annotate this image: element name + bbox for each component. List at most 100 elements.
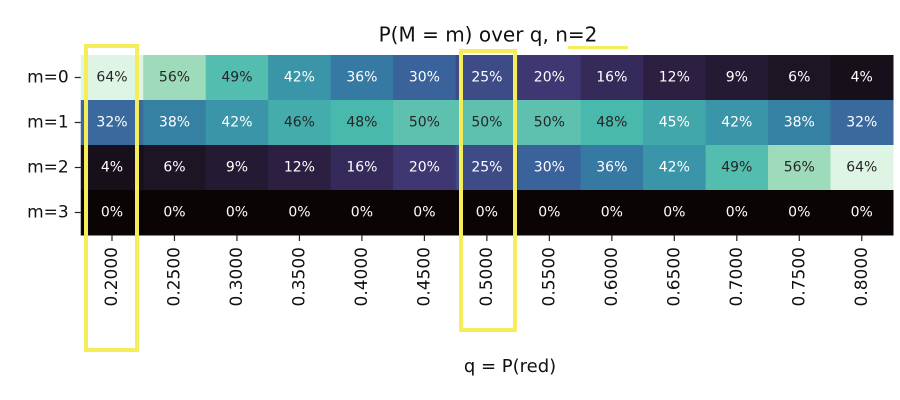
cell-label: 42% xyxy=(659,160,690,176)
heatmap-cell xyxy=(143,190,207,236)
cell-label: 49% xyxy=(221,70,252,86)
cell-label: 0% xyxy=(163,205,185,221)
x-tick-label: 0.4500 xyxy=(414,247,434,306)
heatmap-cell xyxy=(80,145,144,191)
cell-label: 56% xyxy=(784,160,815,176)
x-tick-label: 0.3500 xyxy=(289,247,309,306)
heatmap-cell xyxy=(830,55,894,101)
x-tick-label: 0.6000 xyxy=(602,247,622,306)
y-tick-label: m=2 xyxy=(27,158,69,178)
cell-label: 12% xyxy=(284,160,315,176)
cell-label: 0% xyxy=(851,205,873,221)
x-tick-label: 0.2000 xyxy=(102,247,122,306)
cell-label: 30% xyxy=(409,70,440,86)
cell-label: 25% xyxy=(471,70,502,86)
heatmap-cell xyxy=(705,190,769,236)
heatmap-cell xyxy=(768,55,832,101)
x-tick-label: 0.8000 xyxy=(852,247,872,306)
cell-label: 42% xyxy=(721,115,752,131)
heatmap xyxy=(80,55,894,236)
cell-label: 20% xyxy=(534,70,565,86)
heatmap-cell xyxy=(830,145,894,191)
cell-label: 36% xyxy=(346,70,377,86)
cell-label: 0% xyxy=(601,205,623,221)
x-tick-label: 0.2500 xyxy=(164,247,184,306)
heatmap-cell xyxy=(268,55,332,101)
cell-label: 20% xyxy=(409,160,440,176)
heatmap-cell xyxy=(518,145,582,191)
cell-label: 4% xyxy=(851,70,873,86)
cell-label: 32% xyxy=(846,115,877,131)
heatmap-cell xyxy=(643,190,707,236)
heatmap-cell xyxy=(330,145,394,191)
cell-label: 48% xyxy=(346,115,377,131)
x-tick-label: 0.6500 xyxy=(664,247,684,306)
heatmap-cell xyxy=(580,190,644,236)
heatmap-cell xyxy=(455,190,519,236)
heatmap-cell xyxy=(643,145,707,191)
highlight-box xyxy=(84,44,139,352)
cell-label: 16% xyxy=(596,70,627,86)
cell-label: 0% xyxy=(226,205,248,221)
title-underline xyxy=(568,46,628,49)
heatmap-cell xyxy=(330,55,394,101)
y-tick-label: m=0 xyxy=(27,68,69,88)
heatmap-cell xyxy=(705,100,769,146)
cell-label: 0% xyxy=(538,205,560,221)
cell-label: 46% xyxy=(284,115,315,131)
x-tick-label: 0.7500 xyxy=(789,247,809,306)
heatmap-cell xyxy=(455,55,519,101)
cell-label: 32% xyxy=(96,115,127,131)
cell-label: 42% xyxy=(221,115,252,131)
cell-label: 12% xyxy=(659,70,690,86)
cell-label: 64% xyxy=(96,70,127,86)
x-tick-label: 0.7000 xyxy=(727,247,747,306)
x-tick-label: 0.5500 xyxy=(539,247,559,306)
heatmap-cell xyxy=(330,100,394,146)
cell-label: 16% xyxy=(346,160,377,176)
heatmap-cell xyxy=(330,190,394,236)
cell-label: 64% xyxy=(846,160,877,176)
heatmap-cell xyxy=(580,100,644,146)
heatmap-cell xyxy=(393,55,457,101)
y-tick-label: m=3 xyxy=(27,203,69,223)
heatmap-cell xyxy=(643,55,707,101)
cell-label: 50% xyxy=(471,115,502,131)
heatmap-cell xyxy=(205,145,269,191)
heatmap-cell xyxy=(268,190,332,236)
cell-label: 36% xyxy=(596,160,627,176)
chart-title: P(M = m) over q, n=2 xyxy=(379,23,598,47)
cell-label: 42% xyxy=(284,70,315,86)
heatmap-cell xyxy=(80,55,144,101)
heatmap-cell xyxy=(705,145,769,191)
cell-label: 9% xyxy=(726,70,748,86)
x-tick-label: 0.4000 xyxy=(352,247,372,306)
heatmap-cell xyxy=(205,190,269,236)
cell-label: 50% xyxy=(409,115,440,131)
heatmap-cell xyxy=(143,145,207,191)
cell-label: 38% xyxy=(159,115,190,131)
cell-label: 0% xyxy=(351,205,373,221)
cell-label: 0% xyxy=(101,205,123,221)
heatmap-cell xyxy=(580,145,644,191)
heatmap-cell xyxy=(268,145,332,191)
heatmap-cell xyxy=(830,100,894,146)
heatmap-cell xyxy=(643,100,707,146)
cell-label: 0% xyxy=(288,205,310,221)
heatmap-cell xyxy=(518,55,582,101)
heatmap-cell xyxy=(455,100,519,146)
heatmap-cell xyxy=(455,145,519,191)
heatmap-cell xyxy=(80,100,144,146)
heatmap-cell xyxy=(393,145,457,191)
cell-label: 6% xyxy=(163,160,185,176)
highlight-box xyxy=(459,49,517,332)
cell-label: 25% xyxy=(471,160,502,176)
cell-label: 0% xyxy=(476,205,498,221)
cell-label: 0% xyxy=(663,205,685,221)
heatmap-cell xyxy=(705,55,769,101)
cell-label: 49% xyxy=(721,160,752,176)
x-tick-label: 0.5000 xyxy=(477,247,497,306)
heatmap-cell xyxy=(205,55,269,101)
heatmap-cell xyxy=(830,190,894,236)
